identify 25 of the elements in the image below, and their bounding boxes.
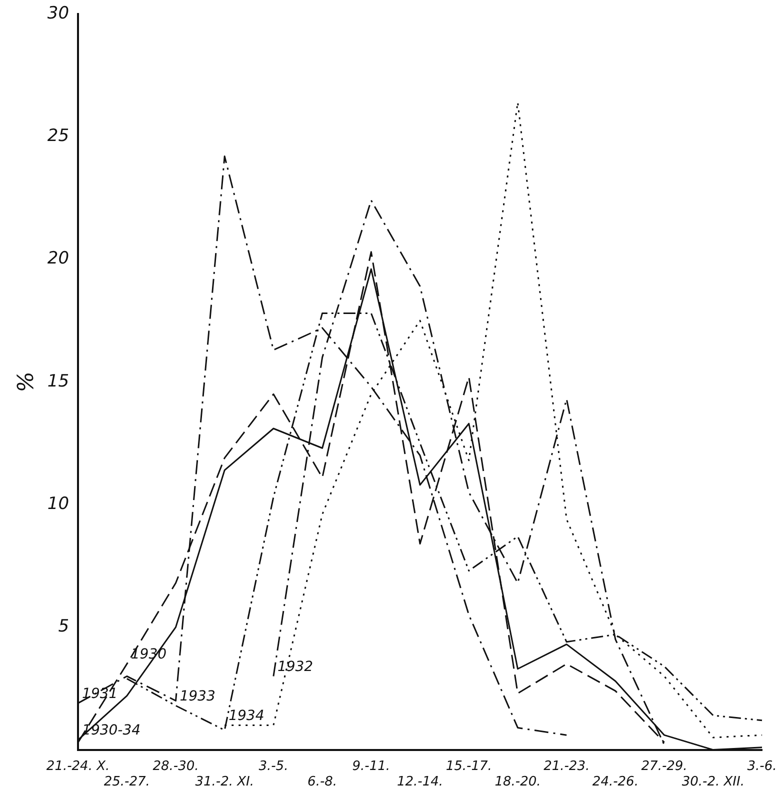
x-tick-label: 3.-5. <box>258 758 288 774</box>
x-tick-label: 21.-24. X. <box>46 758 110 774</box>
y-tick-label: 20 <box>47 248 70 269</box>
y-tick-label: 5 <box>58 616 70 637</box>
series-label: 1934 <box>228 708 264 724</box>
x-tick-label: 6.-8. <box>308 774 338 790</box>
y-tick-label: 25 <box>47 126 70 146</box>
series-label: 1932 <box>277 658 314 675</box>
series-label: 1933 <box>180 688 216 704</box>
x-tick-label: 31.-2. XI. <box>195 774 254 790</box>
x-tick-label: 28.-30. <box>152 758 199 774</box>
y-tick-label: 30 <box>47 3 70 24</box>
y-axis-title: % <box>14 371 39 392</box>
x-tick-label: 30.-2. XII. <box>682 774 744 790</box>
x-tick-label: 27.-29. <box>641 758 688 774</box>
x-tick-label: 24.-26. <box>592 774 638 790</box>
x-tick-label: 15.-17. <box>446 758 492 774</box>
x-tick-label: 3.-6. <box>747 758 777 774</box>
x-tick-label: 9.-11. <box>352 758 390 774</box>
x-tick-label: 21.-23. <box>544 758 590 774</box>
y-tick-label: 10 <box>47 494 70 514</box>
x-tick-label: 12.-14. <box>396 774 444 790</box>
y-tick-label: 15 <box>47 371 70 392</box>
x-tick-label: 25.-27. <box>104 774 150 790</box>
x-tick-label: 18.-20. <box>494 774 541 790</box>
